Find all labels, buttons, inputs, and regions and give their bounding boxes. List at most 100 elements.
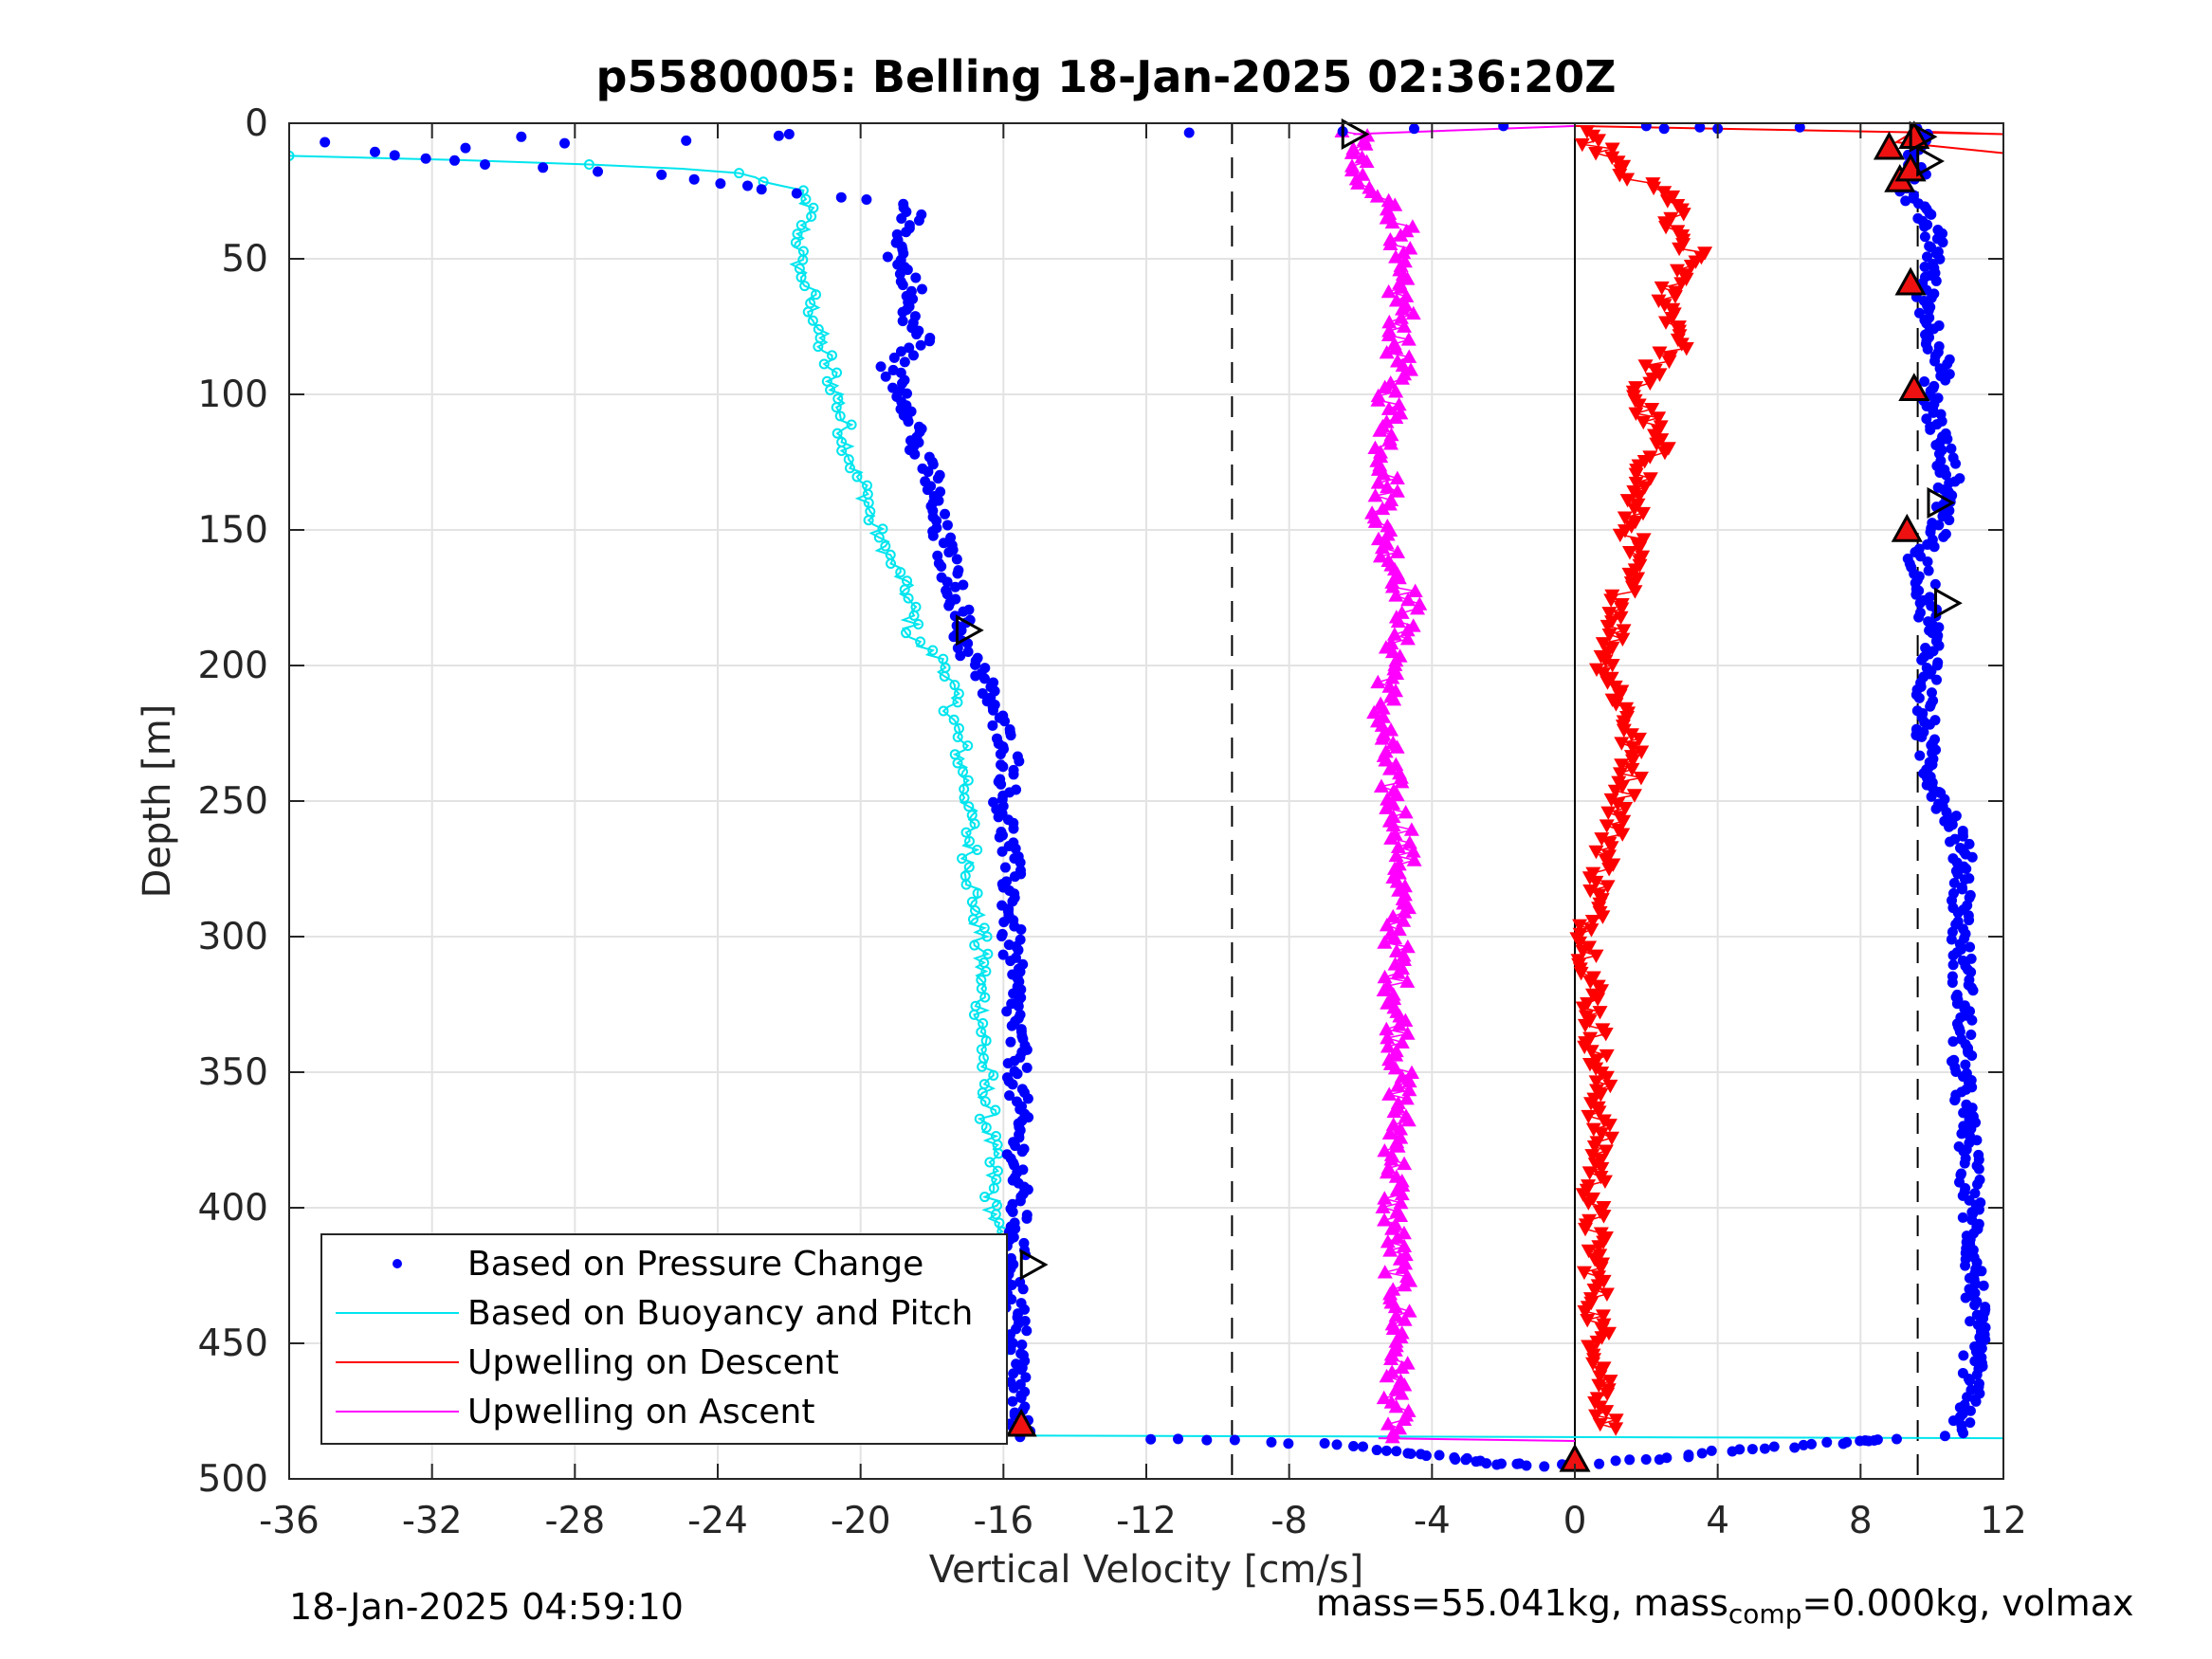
descent-point [1590,134,1606,148]
y-tick-label: 100 [198,374,268,416]
y-tick-label: 500 [198,1458,268,1501]
descent-point [1589,1335,1605,1350]
x-tick-label: -36 [259,1500,320,1542]
legend-item-buoyancy: Based on Buoyancy and Pitch [322,1288,1006,1338]
ascent-point [1377,1212,1393,1227]
descent-point [1617,511,1633,525]
pressure-point [997,761,1009,773]
descent-point [1659,194,1675,209]
ascent-point [1397,1238,1413,1253]
buoyancy-point [990,1209,1001,1220]
pressure-point [1348,1441,1360,1452]
buoyancy-point [979,1192,991,1203]
pressure-point [1661,1452,1673,1464]
buoyancy-point [583,158,594,170]
descent-point [1654,281,1670,296]
pressure-outlier-point [783,128,795,139]
descent-point [1636,481,1653,495]
pressure-point [1521,1460,1532,1471]
descent-point [1581,1166,1598,1180]
descent-point [1623,728,1639,742]
descent-point [1600,646,1616,660]
descent-point [1632,541,1648,556]
descent-point [1599,1287,1615,1302]
legend: Based on Pressure Change Based on Buoyan… [320,1233,1008,1445]
descent-point [1636,415,1652,430]
ascent-point [1376,466,1392,481]
pressure-point [656,169,667,180]
ascent-point [1399,1026,1416,1040]
mass-text-tail: =0.000kg, volmax [1801,1582,2134,1624]
ascent-point [1380,1039,1396,1053]
buoyancy-point [802,306,814,318]
buoyancy-point [790,237,801,248]
ascent-connector-line [1353,124,1576,136]
pressure-point [480,159,491,171]
descent-point [1586,1139,1602,1155]
ascent-point [1390,839,1406,854]
ascent-point [1396,245,1412,260]
ascent-point [1391,1017,1407,1031]
descent-point [1594,1161,1610,1176]
reference-lines [1231,123,1919,1479]
pressure-outlier-point [1183,127,1195,138]
pressure-point [1004,1090,1015,1102]
descent-point [1582,975,1599,990]
pressure-point [1914,597,1926,609]
y-tick-label: 150 [198,509,268,552]
descent-point [1610,797,1626,811]
pressure-point [1926,687,1937,699]
pressure-outlier-point [1409,123,1419,135]
ascent-point [1395,357,1411,373]
pressure-point [558,137,570,149]
pressure-point [1931,674,1943,685]
pressure-point [999,716,1011,727]
pressure-point [1929,578,1941,590]
pressure-point [1919,221,1930,232]
pressure-point [1010,843,1021,854]
ascent-point [1398,805,1414,819]
pressure-point [1891,1433,1902,1445]
descent-point [1608,1413,1624,1428]
pressure-point [420,153,431,164]
descent-point [1615,780,1631,794]
pressure-point [1956,1128,1967,1139]
pressure-point [1960,1059,1971,1070]
ascent-point [1388,943,1404,957]
event-right-triangle-marker [1916,145,1945,177]
pressure-point [1965,941,1976,953]
pressure-point [999,862,1011,873]
pressure-point [940,508,951,520]
descent-point [1594,1322,1610,1337]
ascent-point [1387,197,1403,211]
buoyancy-point [886,557,897,569]
ascent-point [1389,874,1405,888]
descent-point [1615,828,1631,842]
descent-point [1600,1387,1616,1402]
ascent-point [1384,670,1400,684]
ascent-point [1380,1030,1396,1045]
pressure-point [1007,1395,1018,1407]
descent-point [1600,676,1616,690]
ascent-point [1374,718,1390,732]
descent-point [1625,754,1641,769]
pressure-point [1922,251,1933,263]
descent-point [1588,1053,1604,1067]
pressure-point [1966,1014,1978,1026]
descent-point [1612,689,1628,703]
buoyancy-point [836,445,848,456]
ascent-point [1383,1152,1399,1166]
legend-line-icon [336,1411,459,1413]
pressure-point [899,356,910,368]
descent-point [1652,346,1668,360]
descent-point [1598,853,1614,868]
pressure-point [907,350,919,361]
event-triangle-marker [1891,513,1923,542]
buoyancy-point [813,341,824,353]
pressure-point [1759,1443,1770,1454]
ascent-point [1400,1112,1417,1127]
descent-point [1584,915,1600,929]
ascent-point [1395,301,1411,316]
ascent-point [1384,214,1400,229]
buoyancy-point [952,757,963,769]
